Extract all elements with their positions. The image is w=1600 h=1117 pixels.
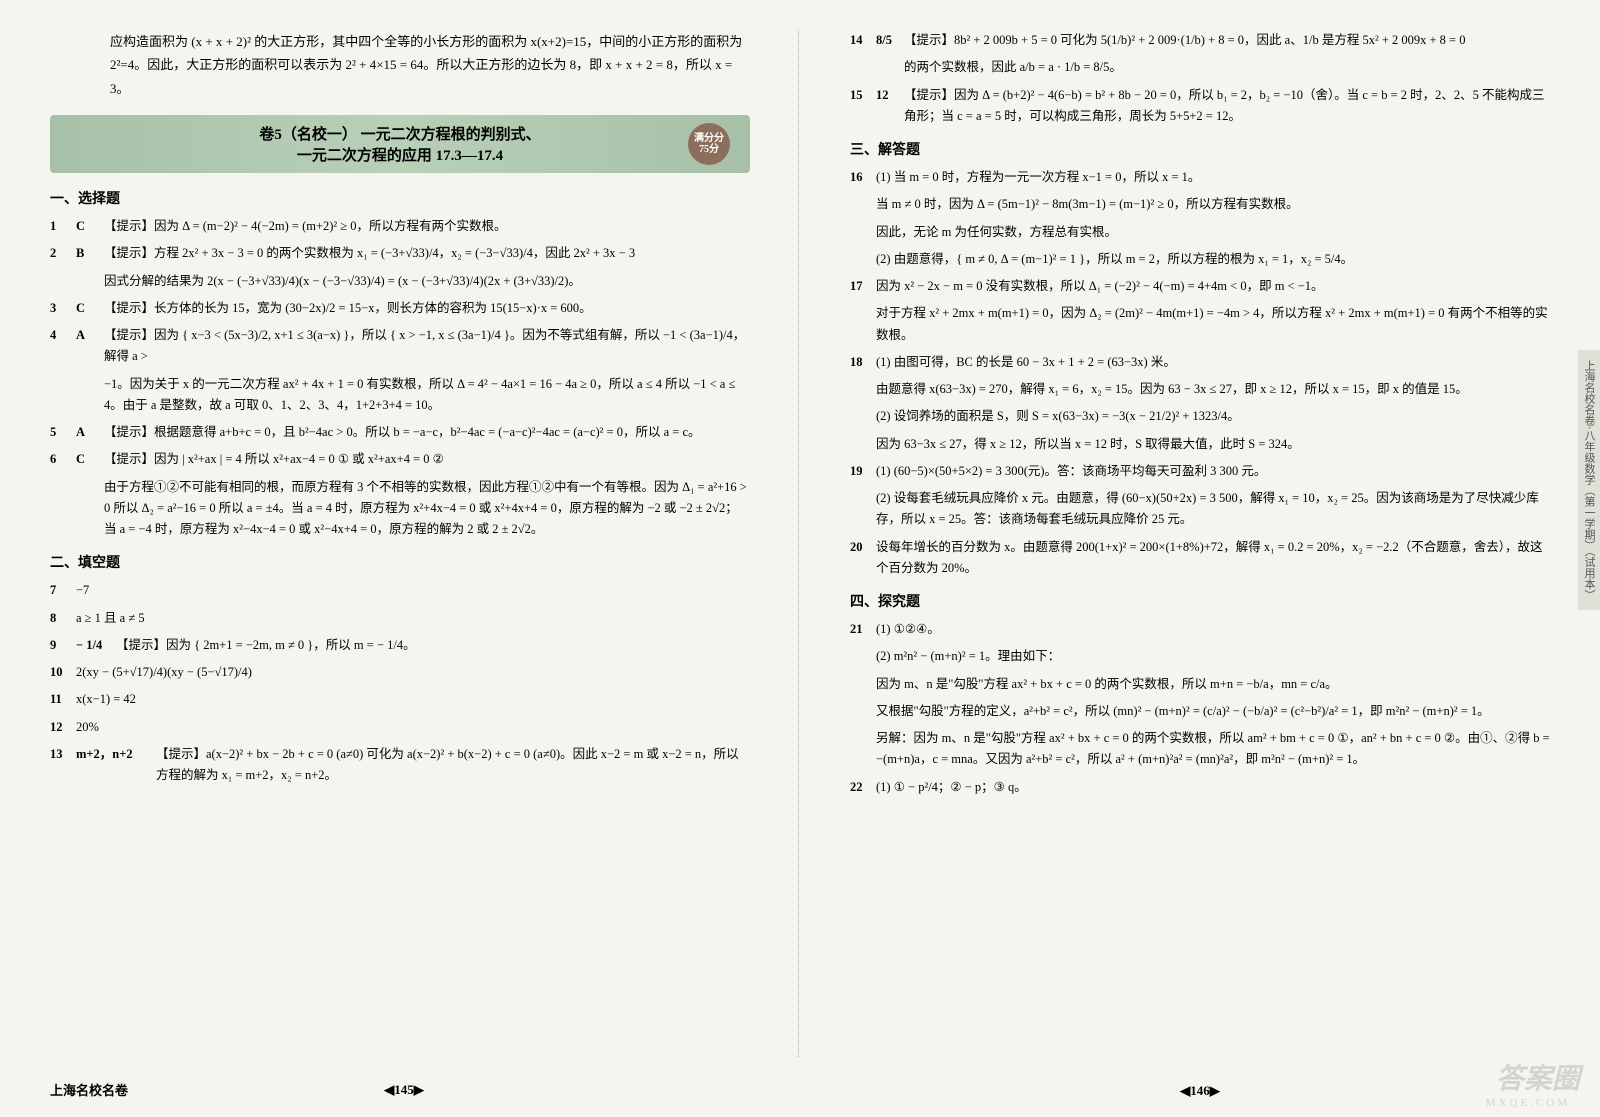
section-2-header: 二、填空题	[50, 552, 750, 572]
q16: 16 (1) 当 m = 0 时，方程为一元一次方程 x−1 = 0，所以 x …	[850, 167, 1550, 188]
q4: 4 A 【提示】因为 { x−3 < (5x−3)/2, x+1 ≤ 3(a−x…	[50, 325, 750, 368]
q12: 12 20%	[50, 717, 750, 738]
q6-cont: 由于方程①②不可能有相同的根，而原方程有 3 个不相等的实数根，因此方程①②中有…	[50, 477, 750, 541]
q2: 2 B 【提示】方程 2x² + 3x − 3 = 0 的两个实数根为 x₁ =…	[50, 243, 750, 264]
page-number-146: ◀146▶	[920, 1083, 1480, 1099]
chapter-banner: 卷5（名校一） 一元二次方程根的判别式、 一元二次方程的应用 17.3—17.4…	[50, 115, 750, 173]
q15: 15 12 【提示】因为 Δ = (b+2)² − 4(6−b) = b² + …	[850, 85, 1550, 128]
q5: 5 A 【提示】根据题意得 a+b+c = 0，且 b²−4ac > 0。所以 …	[50, 422, 750, 443]
side-tab: 上海名校名卷·八年级数学（第一学期）（试用本）	[1578, 350, 1600, 610]
q17: 17 因为 x² − 2x − m = 0 没有实数根，所以 Δ₁ = (−2)…	[850, 276, 1550, 297]
q3: 3 C 【提示】长方体的长为 15，宽为 (30−2x)/2 = 15−x，则长…	[50, 298, 750, 319]
q7: 7 −7	[50, 580, 750, 601]
chapter-title-2: 一元二次方程的应用 17.3—17.4	[70, 144, 730, 165]
watermark-url: MXQE.COM	[1486, 1097, 1570, 1109]
page-divider	[798, 30, 799, 1057]
footer-left-page: 上海名校名卷 ◀145▶	[0, 1080, 800, 1099]
q2-cont: 因式分解的结果为 2(x − (−3+√33)/4)(x − (−3−√33)/…	[50, 271, 750, 292]
q19: 19 (1) (60−5)×(50+5×2) = 3 300(元)。答：该商场平…	[850, 461, 1550, 482]
q8: 8 a ≥ 1 且 a ≠ 5	[50, 608, 750, 629]
intro-text: 应构造面积为 (x + x + 2)² 的大正方形，其中四个全等的小长方形的面积…	[50, 30, 750, 100]
q9: 9 − 1/4 【提示】因为 { 2m+1 = −2m, m ≠ 0 }，所以 …	[50, 635, 750, 656]
score-badge: 满分分 75分	[688, 123, 730, 165]
q11: 11 x(x−1) = 42	[50, 689, 750, 710]
page-number-145: ◀145▶	[128, 1082, 680, 1098]
left-page: 应构造面积为 (x + x + 2)² 的大正方形，其中四个全等的小长方形的面积…	[0, 0, 800, 1117]
q10: 10 2(xy − (5+√17)/4)(xy − (5−√17)/4)	[50, 662, 750, 683]
section-3-header: 三、解答题	[850, 139, 1550, 159]
q22: 22 (1) ① − p²/4；② − p；③ q。	[850, 777, 1550, 798]
q21: 21 (1) ①②④。	[850, 619, 1550, 640]
footer-right-page: ◀146▶	[800, 1083, 1600, 1099]
q1: 1 C 【提示】因为 Δ = (m−2)² − 4(−2m) = (m+2)² …	[50, 216, 750, 237]
q13: 13 m+2，n+2 【提示】a(x−2)² + bx − 2b + c = 0…	[50, 744, 750, 787]
section-1-header: 一、选择题	[50, 188, 750, 208]
right-page: 14 8/5 【提示】8b² + 2 009b + 5 = 0 可化为 5(1/…	[800, 0, 1600, 1117]
q14: 14 8/5 【提示】8b² + 2 009b + 5 = 0 可化为 5(1/…	[850, 30, 1550, 51]
chapter-title-1: 卷5（名校一） 一元二次方程根的判别式、	[70, 123, 730, 144]
q14-cont: 的两个实数根，因此 a/b = a · 1/b = 8/5。	[850, 57, 1550, 78]
q6: 6 C 【提示】因为 | x²+ax | = 4 所以 x²+ax−4 = 0 …	[50, 449, 750, 470]
q4-cont: −1。因为关于 x 的一元二次方程 ax² + 4x + 1 = 0 有实数根，…	[50, 374, 750, 417]
q20: 20 设每年增长的百分数为 x。由题意得 200(1+x)² = 200×(1+…	[850, 537, 1550, 580]
section-4-header: 四、探究题	[850, 591, 1550, 611]
footer-title: 上海名校名卷	[0, 1080, 128, 1099]
watermark: 答案圈	[1496, 1057, 1580, 1097]
q18: 18 (1) 由图可得，BC 的长是 60 − 3x + 1 + 2 = (63…	[850, 352, 1550, 373]
